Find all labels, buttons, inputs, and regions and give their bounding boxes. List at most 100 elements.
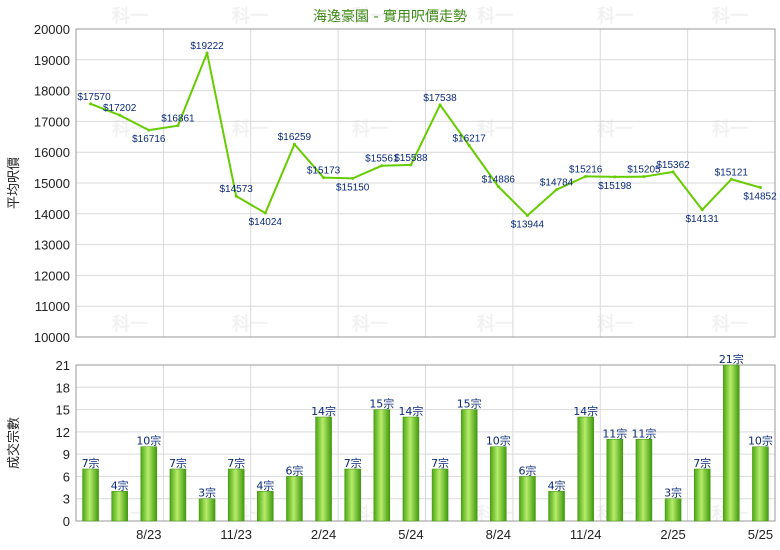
- volume-bar-label: 7宗: [82, 456, 100, 470]
- price-point: [89, 102, 93, 106]
- price-data-label: $14131: [686, 214, 720, 225]
- volume-axis-label: 成交宗數: [6, 417, 22, 469]
- price-plot-frame: [75, 28, 776, 338]
- price-point: [263, 211, 267, 215]
- volume-bar: [111, 491, 128, 522]
- price-data-label: $17570: [77, 92, 111, 103]
- volume-tick-label: 21: [56, 358, 70, 373]
- price-data-label: $17538: [423, 93, 457, 104]
- chart-title: 海逸豪園 - 實用呎價走勢: [313, 8, 467, 25]
- volume-bar: [577, 416, 594, 522]
- price-line: $17570$17202 $16716 $16861 $19222 $14573 $140…: [77, 41, 777, 231]
- volume-tick-label: 12: [56, 425, 70, 440]
- volume-bar: [548, 491, 565, 522]
- watermark-text: 科一: [112, 313, 148, 335]
- price-tick-label: 16000: [34, 145, 70, 160]
- x-tick-label: 2/25: [660, 527, 685, 542]
- volume-tick-label: 3: [63, 492, 70, 507]
- volume-bar: [257, 491, 274, 522]
- price-data-label: $15561: [365, 154, 399, 165]
- volume-bar-label: 7宗: [169, 456, 187, 470]
- price-tick-label: 14000: [34, 207, 70, 222]
- volume-y-ticks: 0 3 6 9 12 15 18 21: [56, 358, 70, 529]
- volume-plot-frame: [75, 364, 776, 522]
- volume-bar: [286, 476, 303, 522]
- volume-bar-label: 14宗: [573, 404, 598, 418]
- volume-tick-label: 9: [63, 447, 70, 462]
- price-point: [496, 185, 500, 189]
- price-data-label: $16217: [453, 134, 487, 145]
- price-tick-label: 13000: [34, 238, 70, 253]
- price-data-label: $15588: [394, 153, 428, 164]
- price-tick-label: 17000: [34, 114, 70, 129]
- volume-bar-label: 10宗: [748, 434, 773, 448]
- volume-bar-label: 6宗: [285, 463, 303, 477]
- volume-bar: [460, 409, 478, 522]
- price-point: [584, 174, 588, 178]
- volume-bar-label: 7宗: [227, 456, 245, 470]
- watermark-text: 科一: [112, 5, 148, 27]
- price-y-ticks: 10000 11000 12000 13000 14000 15000 16000 17000…: [34, 22, 70, 345]
- volume-bar: [198, 498, 216, 522]
- price-point: [555, 188, 559, 192]
- volume-bar: [344, 468, 361, 522]
- volume-bar: [606, 439, 624, 522]
- price-point: [613, 175, 617, 179]
- price-point: [700, 208, 704, 212]
- price-series-line: [90, 51, 761, 217]
- watermark-text: 科一: [597, 5, 633, 27]
- price-point: [758, 186, 762, 190]
- volume-bar-label: 4宗: [111, 478, 129, 492]
- watermark-text: 科一: [232, 313, 268, 335]
- price-data-label: $15121: [715, 167, 749, 178]
- price-point: [351, 176, 355, 180]
- x-ticks: 8/23 11/23 2/24 5/24 8/24 11/24 2/25 5/25: [136, 527, 773, 542]
- price-data-label: $19222: [190, 41, 224, 52]
- price-tick-label: 12000: [34, 268, 70, 283]
- price-point: [205, 51, 209, 55]
- price-data-label: $15205: [627, 165, 661, 176]
- volume-bar-label: 10宗: [486, 434, 511, 448]
- volume-tick-label: 18: [56, 380, 70, 395]
- x-tick-label: 8/23: [136, 527, 161, 542]
- x-tick-label: 8/24: [486, 527, 511, 542]
- volume-bar-label: 3宗: [198, 486, 216, 500]
- price-data-label: $14024: [249, 217, 283, 228]
- price-tick-label: 11000: [35, 299, 70, 314]
- price-data-label: $14852: [743, 192, 777, 203]
- volume-bar-label: 4宗: [256, 478, 274, 492]
- price-tick-label: 20000: [34, 22, 70, 37]
- price-point: [409, 163, 413, 167]
- price-point: [292, 142, 296, 146]
- volume-bar-label: 7宗: [344, 456, 362, 470]
- volume-bar: [664, 498, 682, 522]
- price-data-label: $14886: [482, 175, 516, 186]
- x-tick-label: 11/23: [220, 527, 252, 542]
- price-point: [438, 103, 442, 107]
- volume-tick-label: 0: [63, 514, 70, 529]
- volume-bar: [227, 468, 245, 522]
- price-point: [380, 164, 384, 168]
- volume-bar: [431, 468, 449, 522]
- price-tick-label: 10000: [34, 330, 70, 345]
- watermark-text: 科一: [477, 5, 513, 27]
- price-point: [729, 177, 733, 181]
- volume-bar: [140, 446, 158, 522]
- watermark-text: 科一: [352, 313, 388, 335]
- watermark-text: 科一: [477, 313, 513, 335]
- x-tick-label: 11/24: [570, 527, 602, 542]
- volume-bar: [723, 364, 740, 522]
- price-data-label: $15173: [307, 166, 341, 177]
- volume-bar-label: 11宗: [602, 426, 627, 440]
- volume-bar-label: 14宗: [398, 404, 423, 418]
- watermark-text: 科一: [712, 313, 748, 335]
- watermark-text: 科一: [597, 313, 633, 335]
- price-data-label: $14784: [540, 178, 574, 189]
- volume-bars: 7宗 4宗 10宗 7宗 3宗 7宗 4宗 6宗 14宗 7宗 15宗 14宗 7宗 15宗 10宗 6宗 4宗…: [82, 352, 773, 522]
- x-tick-label: 5/24: [398, 527, 423, 542]
- x-tick-label: 5/25: [748, 527, 773, 542]
- volume-bar: [315, 416, 332, 522]
- price-point: [467, 144, 471, 148]
- price-tick-label: 15000: [34, 176, 70, 191]
